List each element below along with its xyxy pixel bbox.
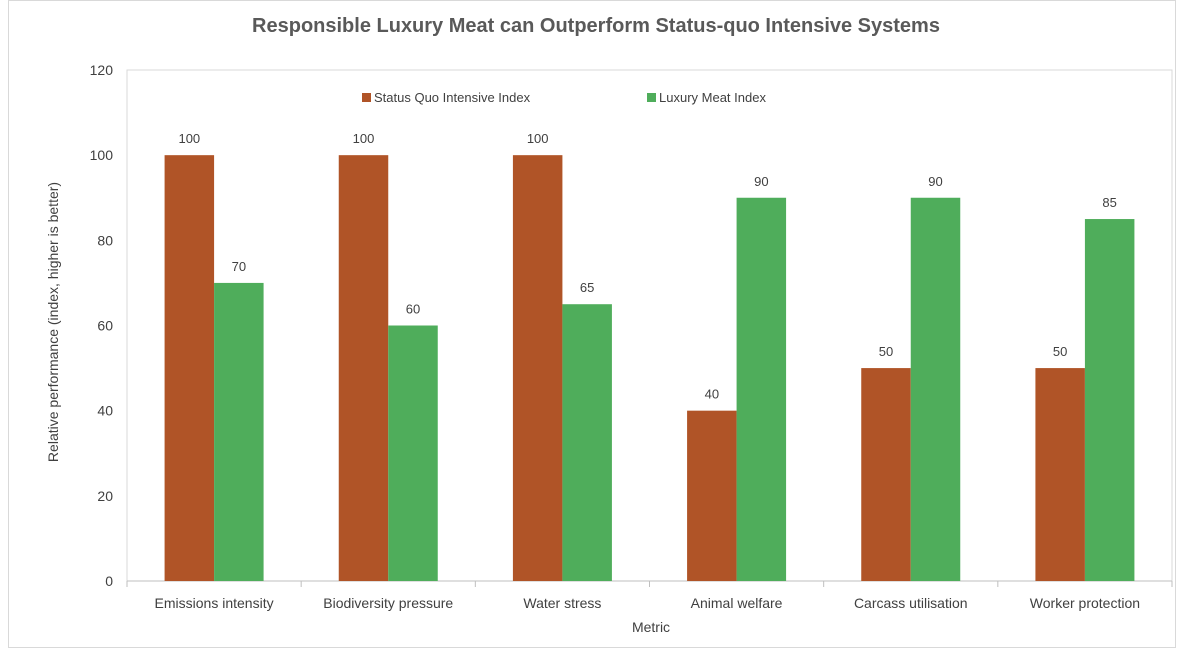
legend-swatch — [362, 93, 371, 102]
y-tick-label: 120 — [90, 62, 114, 78]
x-tick-label: Water stress — [523, 595, 601, 611]
bar-luxury-meat — [562, 304, 612, 581]
y-tick-label: 60 — [97, 318, 113, 334]
data-label: 100 — [353, 131, 375, 146]
x-tick-label: Emissions intensity — [155, 595, 274, 611]
legend-label: Luxury Meat Index — [659, 90, 766, 105]
bar-luxury-meat — [1084, 219, 1135, 581]
data-label: 100 — [527, 131, 549, 146]
x-tick-label: Biodiversity pressure — [323, 595, 453, 611]
legend-label: Status Quo Intensive Index — [374, 90, 531, 105]
data-label: 50 — [879, 344, 893, 359]
data-label: 90 — [928, 174, 942, 189]
bar-status-quo — [338, 155, 389, 581]
data-label: 60 — [406, 302, 420, 317]
bar-luxury-meat — [214, 282, 264, 581]
bar-status-quo — [687, 410, 737, 581]
x-axis-title: Metric — [632, 619, 670, 635]
bar-status-quo — [512, 155, 563, 581]
plot-area — [126, 69, 1173, 582]
y-tick-label: 20 — [97, 488, 113, 504]
data-label: 70 — [232, 259, 246, 274]
bar-luxury-meat — [910, 197, 961, 581]
y-tick-label: 0 — [105, 573, 113, 589]
data-label: 100 — [178, 131, 200, 146]
x-tick-label: Worker protection — [1030, 595, 1140, 611]
legend-swatch — [647, 93, 656, 102]
x-tick-label: Animal welfare — [691, 595, 783, 611]
y-tick-label: 40 — [97, 403, 113, 419]
data-label: 40 — [705, 387, 719, 402]
y-tick-label: 100 — [90, 147, 114, 163]
data-label: 85 — [1102, 195, 1116, 210]
bar-status-quo — [1035, 368, 1085, 581]
chart-title: Responsible Luxury Meat can Outperform S… — [252, 15, 940, 37]
bar-luxury-meat — [736, 197, 787, 581]
data-label: 90 — [754, 174, 768, 189]
bar-luxury-meat — [388, 325, 438, 581]
x-tick-label: Carcass utilisation — [854, 595, 968, 611]
bar-status-quo — [164, 155, 215, 581]
data-label: 50 — [1053, 344, 1067, 359]
y-axis-title: Relative performance (index, higher is b… — [45, 182, 61, 462]
y-tick-label: 80 — [97, 232, 113, 248]
bar-status-quo — [861, 368, 911, 581]
data-label: 65 — [580, 280, 594, 295]
